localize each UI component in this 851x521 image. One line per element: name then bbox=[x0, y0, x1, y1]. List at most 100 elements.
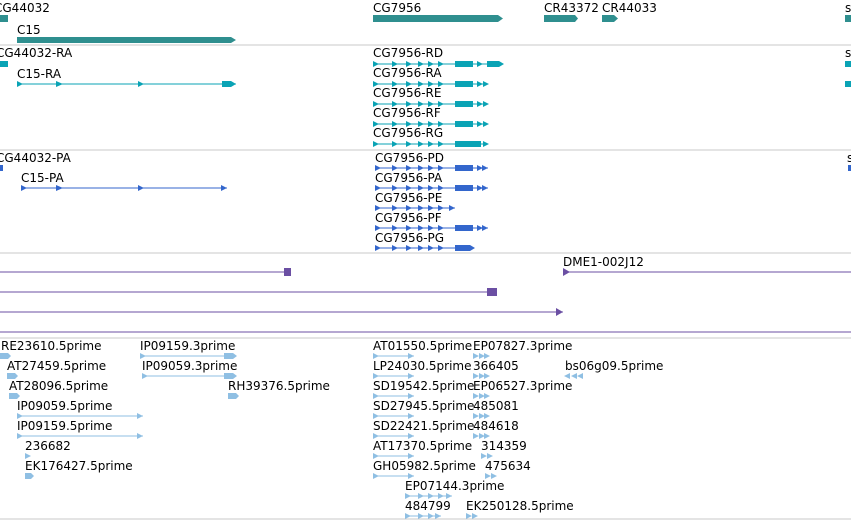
est-SD27945.5prime[interactable]: SD27945.5prime bbox=[373, 399, 474, 419]
est-label: 485081 bbox=[473, 399, 519, 413]
est-LP24030.5prime[interactable]: LP24030.5prime bbox=[373, 359, 472, 379]
est-label: IP09159.3prime bbox=[140, 339, 235, 353]
clone-line-2[interactable] bbox=[0, 288, 497, 296]
est-label: 236682 bbox=[25, 439, 71, 453]
est-485081[interactable]: 485081 bbox=[473, 399, 519, 419]
est-EP06527.3prime[interactable]: EP06527.3prime bbox=[473, 379, 572, 399]
exon bbox=[483, 141, 489, 147]
proteins-track: CG44032-PA C15-PA CG7956-PD CG7956-PA CG… bbox=[0, 151, 851, 251]
cds bbox=[455, 245, 475, 251]
transcript-CG7956-RF[interactable]: CG7956-RF bbox=[373, 106, 489, 127]
clones-track: DME1-002J12 bbox=[0, 255, 851, 333]
gene-label: C15 bbox=[17, 23, 41, 37]
est-IP09059.3prime[interactable]: IP09059.3prime bbox=[142, 359, 237, 379]
transcript-CG44032-RA[interactable]: CG44032-RA bbox=[0, 46, 73, 67]
cds bbox=[0, 165, 3, 171]
cds bbox=[375, 185, 444, 191]
exon bbox=[0, 61, 8, 67]
protein-label: CG7956-PF bbox=[375, 211, 442, 225]
gene-CG7956[interactable]: CG7956 bbox=[373, 1, 503, 22]
est-484799[interactable]: 484799 bbox=[405, 499, 451, 519]
est-label: bs06g09.5prime bbox=[565, 359, 663, 373]
cds bbox=[455, 165, 473, 171]
transcript-CG7956-RE[interactable]: CG7956-RE bbox=[373, 86, 489, 107]
est-IP09159.3prime[interactable]: IP09159.3prime bbox=[140, 339, 237, 359]
est-label: EP06527.3prime bbox=[473, 379, 572, 393]
exon bbox=[455, 81, 473, 87]
ests-track: RE23610.5prime AT27459.5prime AT28096.5p… bbox=[0, 339, 663, 519]
gene-CG44032[interactable]: CG44032 bbox=[0, 1, 50, 22]
protein-CG7956-PE[interactable]: CG7956-PE bbox=[375, 191, 455, 211]
gene-s[interactable]: s bbox=[845, 1, 851, 22]
est-label: IP09059.5prime bbox=[17, 399, 112, 413]
est-SD22421.5prime[interactable]: SD22421.5prime bbox=[373, 419, 474, 439]
est-glyph bbox=[481, 453, 493, 459]
clone-line-3[interactable] bbox=[0, 308, 563, 316]
est-AT17370.5prime[interactable]: AT17370.5prime bbox=[373, 439, 472, 459]
est-AT27459.5prime[interactable]: AT27459.5prime bbox=[7, 359, 106, 379]
protein-label: C15-PA bbox=[21, 171, 64, 185]
exon bbox=[455, 101, 473, 107]
est-glyph bbox=[466, 513, 478, 519]
est-366405[interactable]: 366405 bbox=[473, 359, 519, 379]
gene-C15[interactable]: C15 bbox=[17, 23, 236, 43]
transcript-s[interactable]: s bbox=[845, 46, 851, 87]
transcript-label: CG7956-RF bbox=[373, 106, 441, 120]
est-EP07144.3prime[interactable]: EP07144.3prime bbox=[405, 479, 504, 499]
est-EK176427.5prime[interactable]: EK176427.5prime bbox=[25, 459, 133, 479]
est-484618[interactable]: 484618 bbox=[473, 419, 519, 439]
clone-DME1-002J12[interactable]: DME1-002J12 bbox=[563, 255, 851, 276]
est-bs06g09.5prime[interactable]: bs06g09.5prime bbox=[564, 359, 663, 379]
gene-glyph bbox=[845, 15, 851, 22]
transcript-label: CG7956-RE bbox=[373, 86, 441, 100]
est-glyph bbox=[228, 393, 239, 399]
est-label: SD19542.5prime bbox=[373, 379, 474, 393]
est-label: EP07827.3prime bbox=[473, 339, 572, 353]
protein-CG7956-PA[interactable]: CG7956-PA bbox=[375, 171, 488, 191]
protein-CG7956-PD[interactable]: CG7956-PD bbox=[375, 151, 488, 171]
est-475634[interactable]: 475634 bbox=[485, 459, 531, 479]
transcript-label: C15-RA bbox=[17, 67, 62, 81]
exon bbox=[477, 61, 483, 67]
est-label: SD22421.5prime bbox=[373, 419, 474, 433]
est-GH05982.5prime[interactable]: GH05982.5prime bbox=[373, 459, 476, 479]
gene-CR44033[interactable]: CR44033 bbox=[602, 1, 657, 22]
exon bbox=[222, 81, 236, 87]
clone-end bbox=[284, 268, 291, 276]
est-AT01550.5prime[interactable]: AT01550.5prime bbox=[373, 339, 472, 359]
cds bbox=[477, 185, 488, 191]
est-AT28096.5prime[interactable]: AT28096.5prime bbox=[9, 379, 108, 399]
est-RE23610.5prime[interactable]: RE23610.5prime bbox=[0, 339, 102, 359]
cds bbox=[375, 245, 444, 251]
est-SD19542.5prime[interactable]: SD19542.5prime bbox=[373, 379, 474, 399]
est-RH39376.5prime[interactable]: RH39376.5prime bbox=[228, 379, 330, 399]
transcript-CG7956-RG[interactable]: CG7956-RG bbox=[373, 126, 489, 147]
exon bbox=[455, 141, 481, 147]
clone-end bbox=[556, 308, 563, 316]
est-label: EK176427.5prime bbox=[25, 459, 133, 473]
protein-CG7956-PG[interactable]: CG7956-PG bbox=[375, 231, 475, 251]
est-236682[interactable]: 236682 bbox=[25, 439, 71, 459]
gene-CR43372[interactable]: CR43372 bbox=[544, 1, 599, 22]
est-IP09059.5prime[interactable]: IP09059.5prime bbox=[17, 399, 143, 419]
est-glyph bbox=[9, 393, 20, 399]
est-IP09159.5prime[interactable]: IP09159.5prime bbox=[17, 419, 143, 439]
est-label: EP07144.3prime bbox=[405, 479, 504, 493]
protein-CG44032-PA[interactable]: CG44032-PA bbox=[0, 151, 72, 171]
transcript-CG7956-RD[interactable]: CG7956-RD bbox=[373, 46, 504, 67]
protein-CG7956-PF[interactable]: CG7956-PF bbox=[375, 211, 488, 231]
transcript-C15-RA[interactable]: C15-RA bbox=[17, 67, 236, 87]
cds bbox=[21, 185, 227, 191]
exon bbox=[373, 141, 444, 147]
transcript-CG7956-RA[interactable]: CG7956-RA bbox=[373, 66, 489, 87]
est-EK250128.5prime[interactable]: EK250128.5prime bbox=[466, 499, 574, 519]
est-EP07827.3prime[interactable]: EP07827.3prime bbox=[473, 339, 572, 359]
clone-line-1[interactable] bbox=[0, 268, 291, 276]
cds bbox=[455, 225, 473, 231]
est-glyph bbox=[140, 353, 237, 359]
protein-s[interactable]: s bbox=[847, 151, 851, 171]
gene-glyph bbox=[373, 15, 503, 22]
est-314359[interactable]: 314359 bbox=[481, 439, 527, 459]
est-glyph bbox=[405, 513, 441, 519]
protein-C15-PA[interactable]: C15-PA bbox=[21, 171, 227, 191]
